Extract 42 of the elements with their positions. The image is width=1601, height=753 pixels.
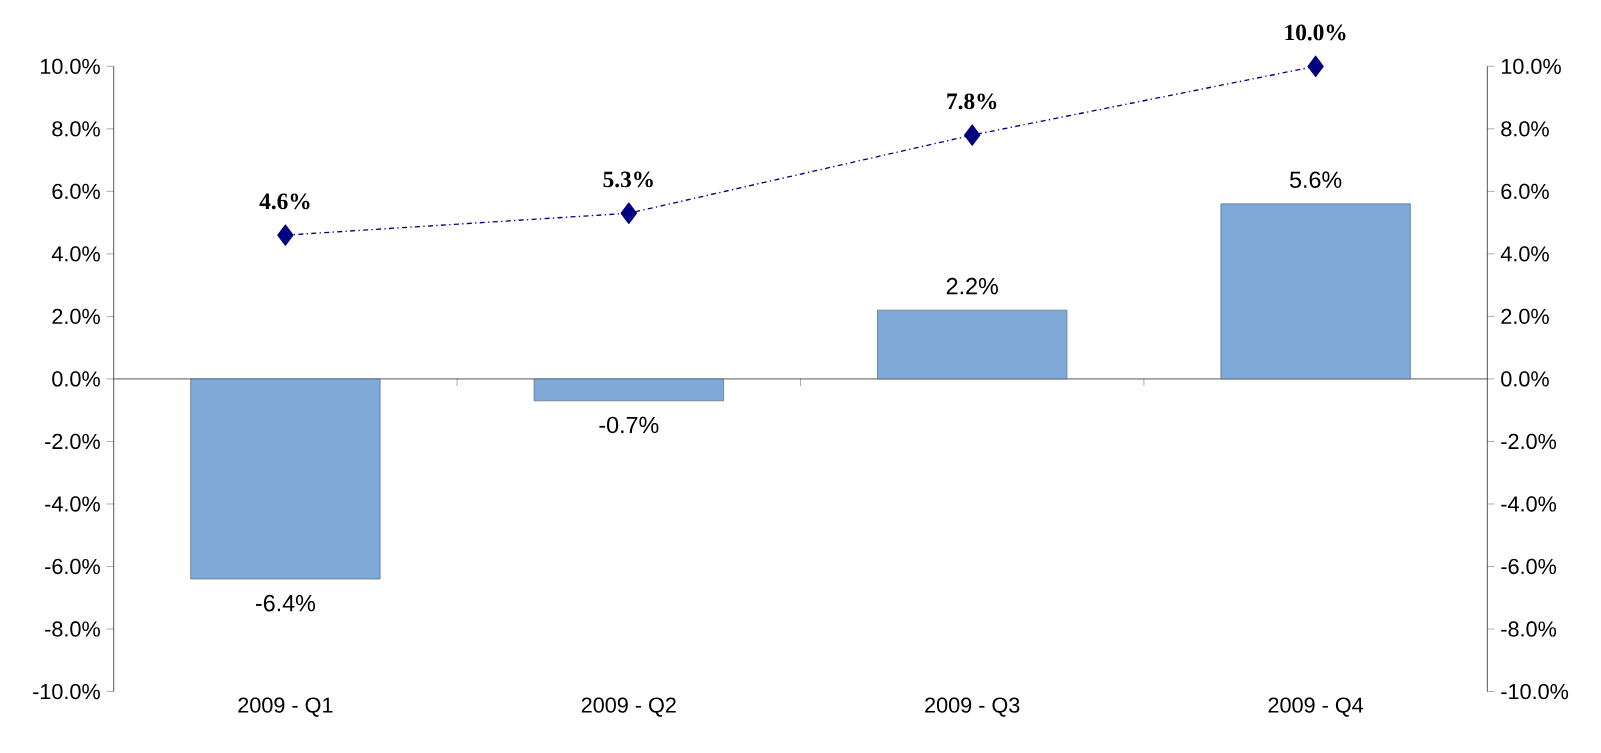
data-label: 5.3%: [603, 171, 653, 188]
data-label: 7.8%: [947, 93, 997, 110]
y2-tick-label: -2.0%: [1501, 433, 1557, 450]
data-label: 10.0%: [1285, 24, 1346, 41]
y2-tick-label: 10.0%: [1501, 58, 1561, 74]
point: [620, 202, 637, 224]
y2-tick-label: 0.0%: [1501, 371, 1549, 387]
y2-tick-label: -6.0%: [1501, 558, 1557, 575]
point: [964, 124, 981, 146]
data-label: -0.7%: [599, 416, 659, 434]
y-tick-label: -2.0%: [45, 433, 100, 450]
y2-tick-label: 6.0%: [1501, 183, 1549, 199]
data-label: 5.6%: [1290, 171, 1342, 188]
y2-tick-label: 8.0%: [1501, 121, 1549, 137]
point: [1307, 55, 1324, 77]
y-tick-label: -8.0%: [45, 621, 100, 637]
point: [277, 224, 294, 246]
y-tick-label: 0.0%: [52, 371, 100, 387]
y-tick-label: -10.0%: [33, 683, 100, 700]
x-tick-label: 2009 - Q1: [238, 697, 333, 717]
y2-tick-label: -4.0%: [1501, 496, 1557, 512]
x-tick-label: 2009 - Q3: [925, 697, 1020, 717]
y-tick-label: 2.0%: [52, 308, 100, 324]
x-tick-label: 2009 - Q2: [581, 697, 676, 717]
y2-tick-label: 4.0%: [1500, 246, 1549, 262]
y-tick-label: -4.0%: [45, 496, 100, 512]
y-tick-label: -6.0%: [45, 558, 100, 575]
y2-tick-label: -10.0%: [1501, 683, 1569, 700]
y2-tick-label: 2.0%: [1501, 308, 1549, 324]
y2-tick-label: -8.0%: [1501, 621, 1557, 637]
data-label: -6.4%: [256, 594, 315, 612]
y-tick-label: 8.0%: [52, 121, 100, 137]
bar: [533, 378, 724, 402]
x-tick-label: 2009 - Q4: [1268, 697, 1364, 717]
y-tick-label: 10.0%: [40, 58, 100, 74]
y-tick-label: 6.0%: [52, 183, 100, 199]
y-tick-label: 4.0%: [51, 246, 100, 262]
data-label: 2.2%: [946, 277, 998, 295]
data-label: 4.6%: [259, 193, 310, 210]
bar: [877, 309, 1068, 380]
bar: [1220, 203, 1411, 380]
bar: [190, 378, 381, 580]
